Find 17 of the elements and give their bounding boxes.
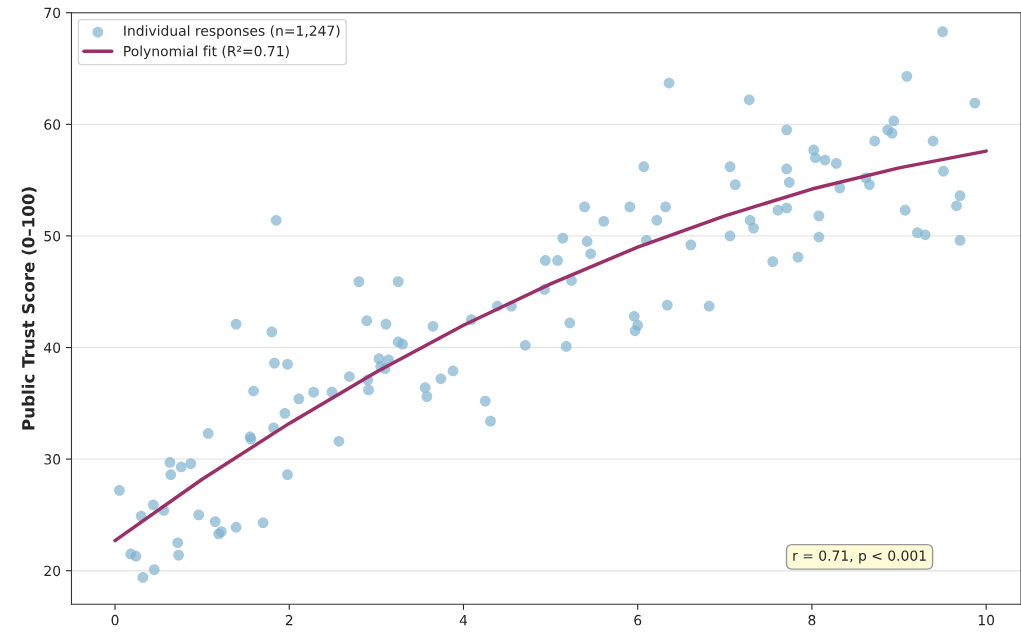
y-tick-label: 20 xyxy=(44,565,61,577)
x-tick-label: 0 xyxy=(111,614,119,626)
annotation: r = 0.71, p < 0.001 xyxy=(793,550,926,564)
line-series xyxy=(113,149,988,543)
y-tick-label: 70 xyxy=(44,7,61,19)
y-axis-title: Public Trust Score (0–100) xyxy=(21,187,37,430)
y-tick-label: 30 xyxy=(44,454,61,465)
y-tick-label: 40 xyxy=(44,342,61,353)
x-tick-label: 10 xyxy=(978,614,995,626)
y-tick-label: 50 xyxy=(44,230,61,242)
legend-label: Individual responses (n=1,247) xyxy=(124,25,340,39)
x-tick-label: 6 xyxy=(634,614,642,626)
legend-label: Polynomial fit (R²=0.71) xyxy=(124,45,289,60)
x-tick-label: 2 xyxy=(285,614,293,626)
x-tick-label: 8 xyxy=(808,614,816,626)
x-tick-label: 4 xyxy=(459,615,468,626)
y-tick-label: 60 xyxy=(44,119,61,130)
